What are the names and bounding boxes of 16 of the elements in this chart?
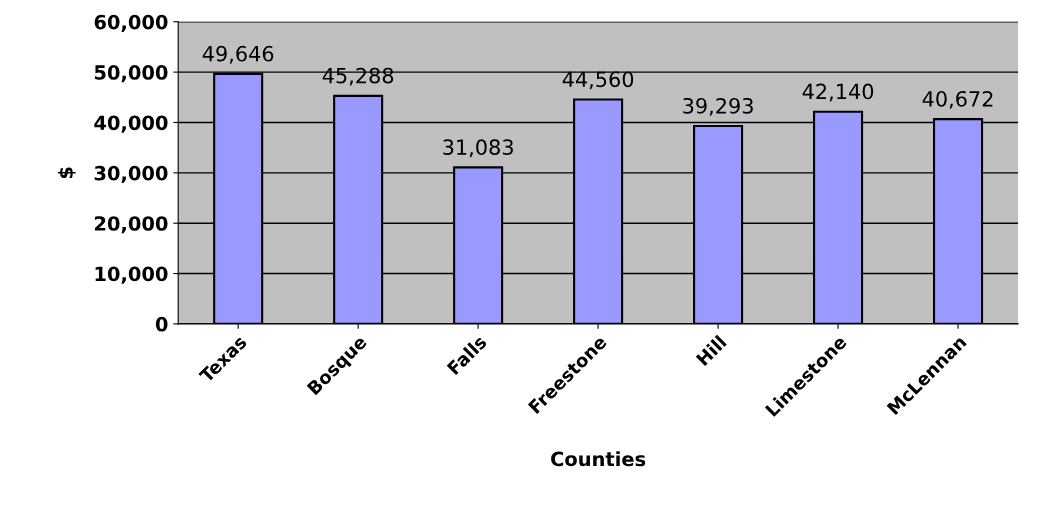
data-label: 49,646 [202, 45, 274, 64]
y-tick-label: 50,000 [94, 65, 168, 83]
data-label: 39,293 [683, 97, 753, 116]
x-axis-title: Counties [551, 451, 646, 467]
data-label: 40,672 [922, 90, 993, 109]
data-label: 42,140 [802, 83, 874, 102]
y-tick-label: 20,000 [94, 216, 168, 234]
y-axis-title: $ [57, 167, 76, 179]
y-tick-label: 30,000 [94, 165, 168, 183]
data-label: 44,560 [562, 71, 634, 90]
y-tick-label: 10,000 [95, 266, 168, 284]
data-label: 45,288 [322, 67, 394, 86]
y-tick-label: 0 [155, 316, 168, 332]
y-tick-label: 40,000 [94, 115, 168, 133]
y-tick-label: 60,000 [94, 14, 168, 32]
data-label: 31,083 [443, 139, 513, 158]
